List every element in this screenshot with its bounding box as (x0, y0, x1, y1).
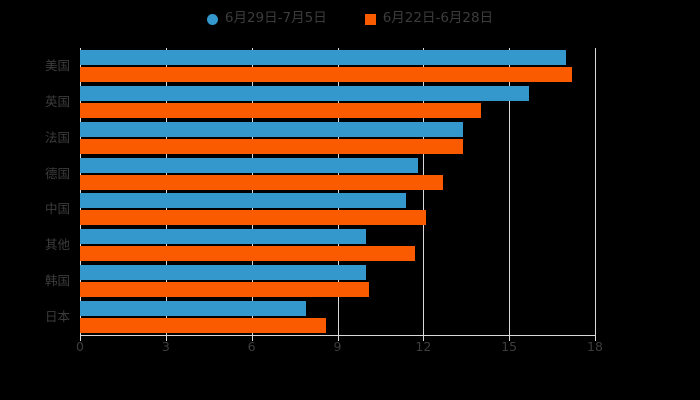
legend-swatch-square-icon (364, 13, 376, 25)
bar-日本-series-1[interactable] (80, 318, 327, 334)
y-axis-label-韩国: 韩国 (44, 273, 70, 289)
x-axis-label-18: 18 (587, 339, 603, 354)
plot-area (80, 48, 596, 335)
gridline (423, 48, 425, 335)
x-axis-tick (509, 335, 511, 341)
bar-法国-series-1[interactable] (80, 138, 464, 154)
legend-swatch-circle-icon (206, 13, 218, 25)
x-axis-tick (80, 335, 81, 341)
bar-中国-series-0[interactable] (80, 193, 407, 209)
bar-日本-series-0[interactable] (80, 301, 307, 317)
x-axis-tick (251, 335, 253, 341)
bar-美国-series-1[interactable] (80, 66, 573, 82)
y-axis-label-德国: 德国 (44, 165, 70, 181)
legend-label-series-0: 6月29日-7月5日 (224, 10, 327, 27)
gridline (337, 48, 339, 335)
x-axis-tick (165, 335, 167, 341)
x-axis-labels: 0 3 6 9 12 15 18 (0, 339, 700, 361)
bar-英国-series-1[interactable] (80, 102, 481, 118)
x-axis-tick (423, 335, 425, 341)
y-axis-label-英国: 英国 (44, 93, 70, 109)
y-axis-label-美国: 美国 (44, 57, 70, 73)
y-axis-label-其他: 其他 (44, 237, 70, 253)
y-axis-label-法国: 法国 (44, 129, 70, 145)
legend-label-series-1: 6月22日-6月28日 (382, 10, 494, 27)
bar-group (80, 49, 595, 82)
legend-item-series-1[interactable]: 6月22日-6月28日 (364, 10, 494, 27)
legend-item-series-0[interactable]: 6月29日-7月5日 (206, 10, 327, 27)
x-axis-label-12: 12 (415, 339, 432, 354)
bar-英国-series-0[interactable] (80, 85, 530, 101)
bar-中国-series-1[interactable] (80, 210, 427, 226)
x-axis-tick (595, 335, 596, 341)
chart-legend: 6月29日-7月5日 6月22日-6月28日 (0, 6, 700, 32)
y-axis-labels: 美国英国法国德国中国其他韩国日本 (0, 48, 700, 335)
gridline (251, 48, 253, 335)
bar-美国-series-0[interactable] (80, 49, 567, 65)
x-axis-label-0: 0 (76, 339, 84, 354)
bar-group (80, 193, 595, 226)
gridline (595, 48, 596, 335)
y-axis-label-中国: 中国 (44, 201, 70, 217)
bar-其他-series-1[interactable] (80, 246, 415, 262)
x-axis-label-15: 15 (501, 339, 518, 354)
bar-group (80, 121, 595, 154)
bar-韩国-series-1[interactable] (80, 282, 369, 298)
bar-其他-series-0[interactable] (80, 229, 367, 245)
bar-group (80, 85, 595, 118)
bar-group (80, 265, 595, 298)
x-axis-tick (337, 335, 339, 341)
bar-group (80, 229, 595, 262)
gridline (509, 48, 511, 335)
bar-韩国-series-0[interactable] (80, 265, 367, 281)
bar-德国-series-0[interactable] (80, 157, 418, 173)
bar-法国-series-0[interactable] (80, 121, 464, 137)
bar-德国-series-1[interactable] (80, 174, 444, 190)
bar-group (80, 301, 595, 334)
y-axis-label-日本: 日本 (44, 309, 70, 325)
x-axis-label-9: 9 (333, 339, 342, 354)
gridline (80, 48, 81, 335)
x-axis-label-3: 3 (161, 339, 170, 354)
bar-group (80, 157, 595, 190)
gridline (165, 48, 167, 335)
x-axis-label-6: 6 (247, 339, 256, 354)
